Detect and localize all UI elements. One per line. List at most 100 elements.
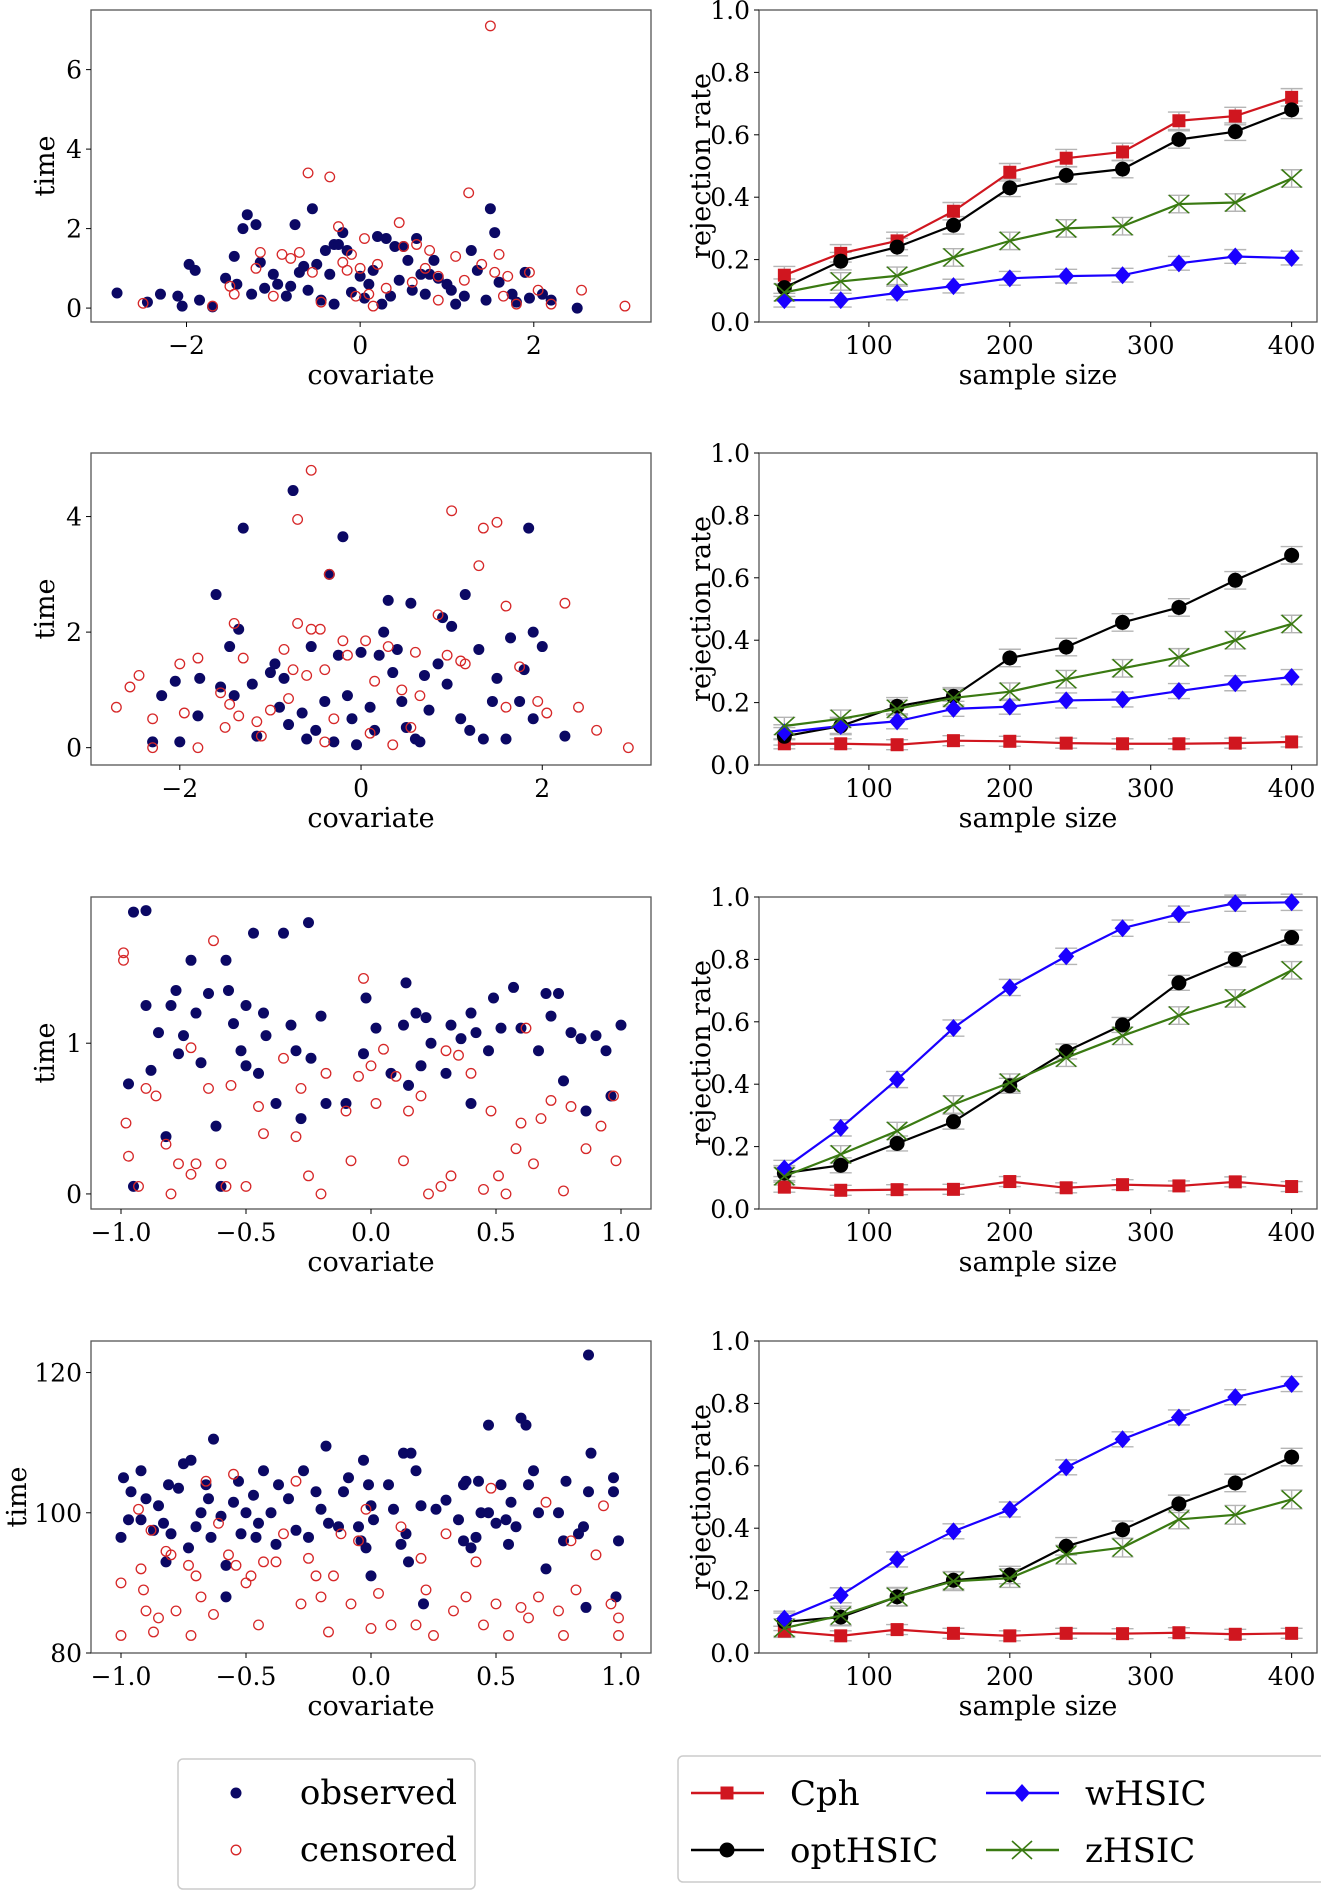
legend-label: optHSIC [790, 1831, 938, 1871]
censored-point [514, 661, 526, 673]
observed-point [523, 522, 535, 534]
censored-point [363, 288, 375, 300]
cph-marker [1059, 151, 1073, 165]
censored-point [393, 217, 405, 229]
observed-point [583, 1486, 594, 1498]
observed-point [176, 300, 188, 312]
censored-point [354, 262, 366, 274]
censored-point [541, 707, 553, 719]
observed-point [283, 719, 295, 731]
cph-line [784, 1628, 1292, 1637]
zhsic-marker [773, 1618, 795, 1638]
censored-point [224, 698, 236, 710]
censored-point [465, 1067, 477, 1079]
censored-series [137, 20, 631, 312]
observed-marker-icon [230, 1787, 242, 1799]
cph-marker [1172, 114, 1186, 128]
x-stroke [773, 1618, 795, 1638]
observed-point [358, 1048, 369, 1060]
observed-point [402, 254, 414, 266]
observed-point [254, 256, 266, 268]
cph-marker [1172, 1626, 1186, 1640]
cph-marker [1059, 1626, 1073, 1640]
censored-point [432, 270, 444, 282]
censored-point [287, 664, 299, 676]
censored-point [153, 1612, 164, 1624]
y-tick-label: 80 [50, 1639, 82, 1668]
observed-point [355, 646, 367, 658]
censored-point [295, 1598, 307, 1610]
observed-point [458, 290, 470, 302]
x-tick-label: 100 [845, 774, 893, 803]
censored-point [303, 1170, 314, 1182]
observed-point [220, 1591, 232, 1603]
cph-marker [1228, 1175, 1242, 1189]
cph-line [783, 96, 1292, 277]
y-tick-label: 4 [66, 135, 82, 164]
observed-point [540, 987, 552, 999]
observed-point [332, 649, 344, 661]
censored-point [520, 1022, 532, 1034]
censored-point [133, 1180, 144, 1192]
observed-point [320, 1440, 332, 1452]
observed-point [465, 244, 477, 256]
observed-point [575, 1033, 587, 1045]
observed-point [398, 1019, 409, 1031]
x-stroke [1168, 647, 1190, 667]
observed-point [418, 1598, 429, 1610]
x-axis-label: sample size [959, 1247, 1118, 1278]
observed-point [169, 675, 181, 687]
x-stroke [773, 1166, 795, 1186]
zhsic-marker [1055, 218, 1077, 238]
observed-point [311, 258, 323, 270]
observed-point [491, 672, 503, 684]
observed-point [156, 690, 168, 702]
x-tick-label: 100 [845, 1218, 893, 1247]
censored-point [445, 1170, 457, 1182]
observed-point [503, 1538, 514, 1550]
opthsic-marker [1171, 1496, 1187, 1512]
whsic-marker [832, 1118, 849, 1137]
observed-point [372, 231, 384, 243]
observed-point [273, 1479, 284, 1491]
censored-point [285, 252, 297, 264]
censored-point [410, 1619, 422, 1631]
observed-point [140, 1493, 152, 1505]
whsic-marker [776, 1609, 793, 1628]
observed-point [536, 288, 548, 300]
zhsic-errorbars [773, 960, 1303, 1186]
censored-point [305, 464, 317, 476]
observed-point [118, 1472, 129, 1484]
censored-point [255, 730, 267, 742]
observed-point [220, 1559, 232, 1571]
zhsic-marker [999, 1073, 1021, 1093]
x-axis-label: sample size [959, 360, 1118, 391]
censored-point [476, 258, 488, 270]
legend-item-observed: observed [230, 1773, 457, 1813]
observed-point [173, 1482, 184, 1494]
censored-point [335, 1528, 347, 1540]
whsic-errorbars [773, 893, 1303, 1178]
observed-point [163, 1479, 174, 1491]
observed-point [115, 1531, 127, 1543]
observed-point [305, 1052, 317, 1064]
censored-point [173, 1158, 184, 1170]
observed-point [365, 1570, 377, 1582]
observed-point [337, 531, 349, 543]
y-tick-label: 0.6 [710, 1452, 750, 1481]
observed-point [613, 1535, 624, 1547]
observed-point [147, 736, 159, 748]
observed-point [173, 1048, 184, 1060]
observed-point [170, 984, 182, 996]
censored-point [315, 296, 327, 308]
observed-point [267, 268, 279, 280]
censored-point [398, 241, 410, 252]
zhsic-series [773, 960, 1303, 1186]
observed-point [600, 1045, 612, 1057]
opthsic-marker [1284, 102, 1300, 118]
whsic-marker [1001, 269, 1018, 288]
censored-point [160, 1138, 172, 1150]
censored-point [613, 1612, 624, 1624]
observed-point [383, 1479, 394, 1491]
censored-point [440, 1045, 452, 1057]
